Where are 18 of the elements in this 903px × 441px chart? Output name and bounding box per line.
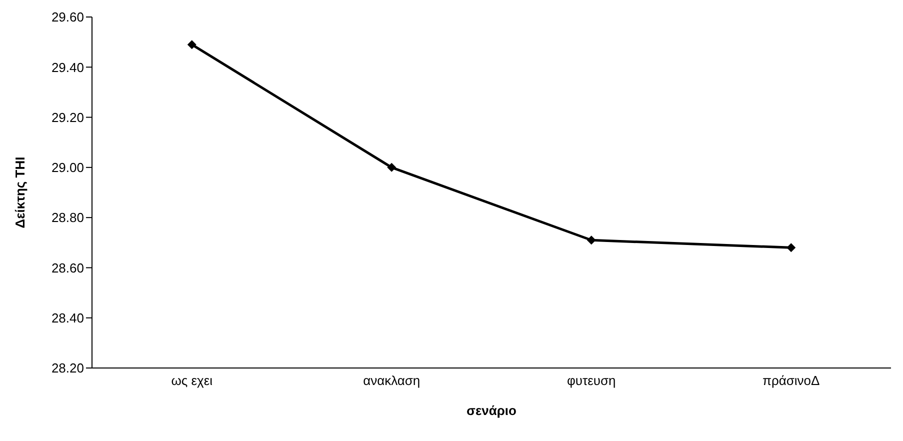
x-tick-label: πράσινοΔ xyxy=(762,373,820,388)
y-tick-label: 28.80 xyxy=(51,210,84,226)
point xyxy=(187,40,196,50)
y-axis-title: Δείκτης THI xyxy=(12,156,28,228)
y-tick-label: 29.00 xyxy=(51,160,84,176)
point xyxy=(387,162,396,172)
y-tick-label: 29.40 xyxy=(51,60,84,75)
x-tick-label: ως εχει xyxy=(171,373,213,388)
y-tick-label: 28.60 xyxy=(51,260,84,276)
y-tick-label: 29.20 xyxy=(51,110,84,125)
x-axis-title: σενάριο xyxy=(466,403,516,418)
y-tick-label: 28.40 xyxy=(51,310,84,326)
point xyxy=(586,236,596,245)
x-tick-label: ανακλαση xyxy=(363,373,420,388)
x-tick-label: φυτευση xyxy=(566,373,616,388)
y-tick-label: 29.60 xyxy=(51,10,84,25)
y-tick-label: 28.20 xyxy=(51,360,84,376)
point xyxy=(786,243,796,252)
